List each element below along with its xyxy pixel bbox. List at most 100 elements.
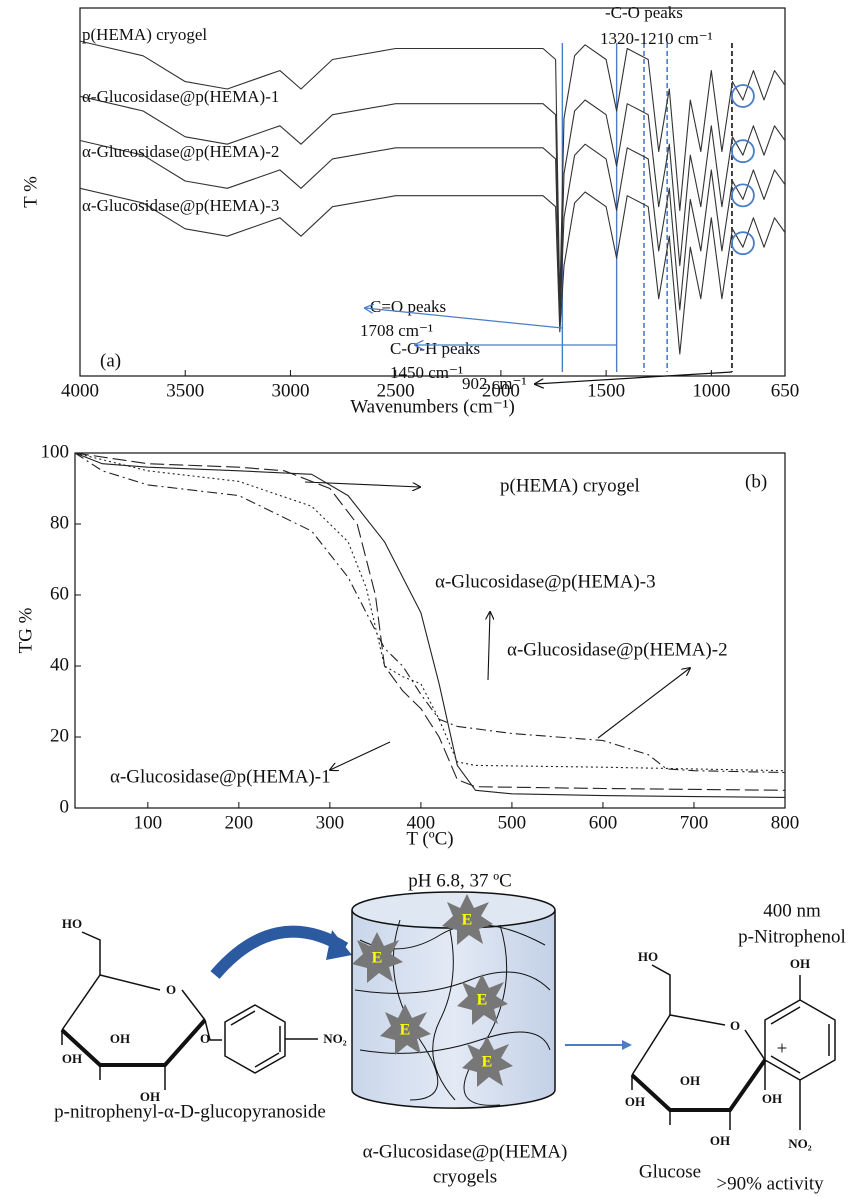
atom-label: OH [140,1089,160,1104]
x-axis-label: Wavenumbers (cm⁻¹) [350,396,515,417]
annotation: -C-O peaks [605,3,683,22]
highlight-circle [731,139,755,164]
enzyme-label: E [400,1022,411,1039]
catalyst-name: α-Glucosidase@p(HEMA) [363,1141,568,1162]
activity: >90% activity [716,1173,824,1194]
series-label: α-Glucosidase@p(HEMA)-3 [435,571,656,592]
series-label: α-Glucosidase@p(HEMA)-1 [82,87,279,106]
atom-label: O [200,1031,210,1046]
x-tick-label: 200 [225,812,254,833]
enzyme-label: E [482,1054,493,1071]
enzyme: E [352,932,403,983]
x-tick-label: 300 [316,812,345,833]
series-label: p(HEMA) cryogel [82,25,207,44]
label-arrow [330,741,391,770]
atom-label: O [730,1018,740,1033]
series-line [79,187,786,355]
series-label: α-Glucosidase@p(HEMA)-2 [507,639,728,660]
enzyme: E [462,1036,513,1087]
panel-label: (a) [100,350,121,371]
series-line [74,452,786,791]
enzyme: E [442,894,493,945]
x-tick-label: 650 [771,380,800,401]
reaction-scheme: pH 6.8, 37 ºC 400 nm p-Nitrophenol HO O … [54,870,846,1194]
panel-label: (b) [745,471,767,492]
label-arrow [304,481,420,487]
annotation: C=O peaks [370,297,446,316]
y-tick-label: 60 [50,583,69,604]
x-tick-label: 400 [407,812,436,833]
enzyme: E [380,1004,431,1055]
label-arrow [597,668,690,739]
series-line [74,452,786,772]
y-tick-label: 20 [50,725,69,746]
x-tick-label: 800 [771,812,800,833]
atom-label: OH [790,956,810,971]
atom-label: OH [710,1133,730,1148]
x-tick-label: 3500 [166,380,204,401]
product-name: p-Nitrophenol [738,926,846,947]
x-axis-label: T (ºC) [406,828,453,849]
plus: + [777,1038,788,1059]
highlight-circle [731,231,755,256]
nitrophenol-structure [764,975,836,1130]
x-tick-label: 100 [134,812,163,833]
plot-frame [79,7,786,377]
atom-label: HO [62,916,82,931]
label-arrow [488,612,490,681]
glucose-name: Glucose [639,1161,701,1182]
substrate-name: p-nitrophenyl-α-D-glucopyranoside [54,1101,326,1122]
y-tick-label: 100 [41,441,70,462]
substrate-structure [60,931,318,1090]
atom-label: NO₂ [323,1031,347,1046]
catalyst-name: cryogels [433,1166,497,1187]
highlight-circle [731,183,755,208]
series-label: α-Glucosidase@p(HEMA)-1 [110,766,331,787]
enzyme-label: E [462,912,473,929]
enzyme: E [457,974,508,1025]
enzyme-label: E [477,992,488,1009]
atom-label: HO [638,949,658,964]
x-tick-label: 700 [680,812,709,833]
x-tick-label: 3000 [271,380,309,401]
atom-label: OH [625,1094,645,1109]
x-tick-label: 2500 [377,380,415,401]
x-tick-label: 500 [498,812,527,833]
series-line [79,95,786,318]
atom-label: OH [110,1031,130,1046]
atom-label: OH [680,1073,700,1088]
annotation: 1708 cm⁻¹ [360,321,433,340]
cryogel-cylinder [351,891,556,1109]
y-tick-label: 0 [60,796,70,817]
atom-label: OH [762,1091,782,1106]
atom-label: O [166,982,176,997]
curved-arrow-head [326,930,352,960]
annotation: 1320-1210 cm⁻¹ [600,29,713,48]
x-tick-label: 4000 [61,380,99,401]
x-tick-label: 1500 [587,380,625,401]
series-label: α-Glucosidase@p(HEMA)-2 [82,142,279,161]
annotation: 1450 cm⁻¹ [390,363,463,382]
curved-arrow [210,925,349,979]
series-line [79,40,786,303]
annotation: C-O-H peaks [390,339,480,358]
y-tick-label: 40 [50,654,69,675]
glucose-structure [630,964,767,1130]
series-label: α-Glucosidase@p(HEMA)-3 [82,196,279,215]
plot-frame [74,452,786,809]
series-line [74,452,786,774]
enzyme-label: E [372,950,383,967]
y-axis-label: T % [20,176,41,208]
series-line [79,139,786,326]
annotation-arrow [365,308,563,329]
y-axis-label: TG % [15,607,36,653]
series-label: p(HEMA) cryogel [500,475,640,496]
atom-label: OH [62,1051,82,1066]
x-tick-label: 2000 [482,380,520,401]
x-tick-label: 600 [589,812,618,833]
annotation: 902 cm⁻¹ [462,374,527,393]
x-tick-label: 1000 [692,380,730,401]
condition: pH 6.8, 37 ºC [408,870,512,891]
wavelength: 400 nm [763,900,821,921]
